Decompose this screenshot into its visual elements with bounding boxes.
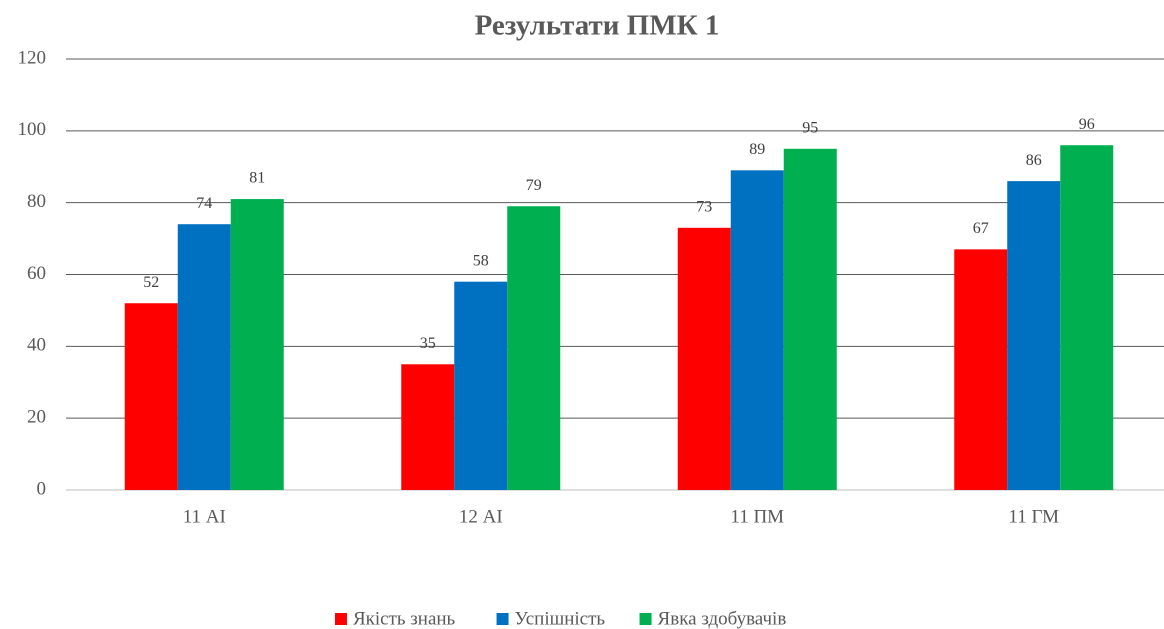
- y-tick-label: 120: [18, 47, 47, 68]
- bar: [230, 199, 284, 490]
- bar: [1060, 145, 1114, 490]
- data-label: 67: [973, 220, 989, 237]
- bar: [677, 227, 731, 490]
- legend-label: Явка здобувачів: [658, 608, 787, 629]
- bar: [177, 224, 231, 490]
- legend-label: Успішність: [515, 608, 606, 629]
- data-label: 89: [749, 141, 765, 158]
- data-label: 35: [420, 335, 436, 352]
- bar: [454, 281, 508, 490]
- legend-swatch: [496, 613, 509, 625]
- x-tick-label: 11 АІ: [183, 506, 226, 527]
- data-label: 86: [1026, 152, 1042, 169]
- chart-title: Результати ПМК 1: [475, 10, 720, 42]
- bar: [507, 206, 561, 490]
- y-tick-label: 20: [27, 407, 46, 428]
- y-tick-label: 80: [27, 191, 46, 212]
- y-tick-label: 0: [37, 478, 47, 499]
- bar: [124, 303, 178, 490]
- data-label: 79: [526, 177, 542, 194]
- bar: [401, 364, 455, 490]
- data-label: 73: [696, 198, 712, 215]
- legend-swatch: [639, 613, 652, 625]
- data-label: 74: [196, 195, 212, 212]
- legend-swatch: [334, 613, 347, 625]
- data-label: 58: [473, 252, 489, 269]
- x-tick-label: 12 АІ: [459, 506, 503, 527]
- legend-label: Якість знань: [353, 608, 456, 629]
- data-label: 95: [802, 119, 818, 136]
- data-label: 81: [249, 170, 265, 187]
- bar: [783, 148, 837, 490]
- x-tick-label: 11 ПМ: [730, 506, 784, 527]
- y-tick-label: 40: [27, 335, 46, 356]
- y-tick-label: 60: [27, 263, 46, 284]
- bar: [1007, 181, 1061, 490]
- y-tick-label: 100: [18, 119, 47, 140]
- bar: [954, 249, 1008, 490]
- data-label: 96: [1079, 116, 1095, 133]
- x-tick-label: 11 ГМ: [1008, 506, 1059, 527]
- data-label: 52: [143, 274, 159, 291]
- bar: [730, 170, 784, 490]
